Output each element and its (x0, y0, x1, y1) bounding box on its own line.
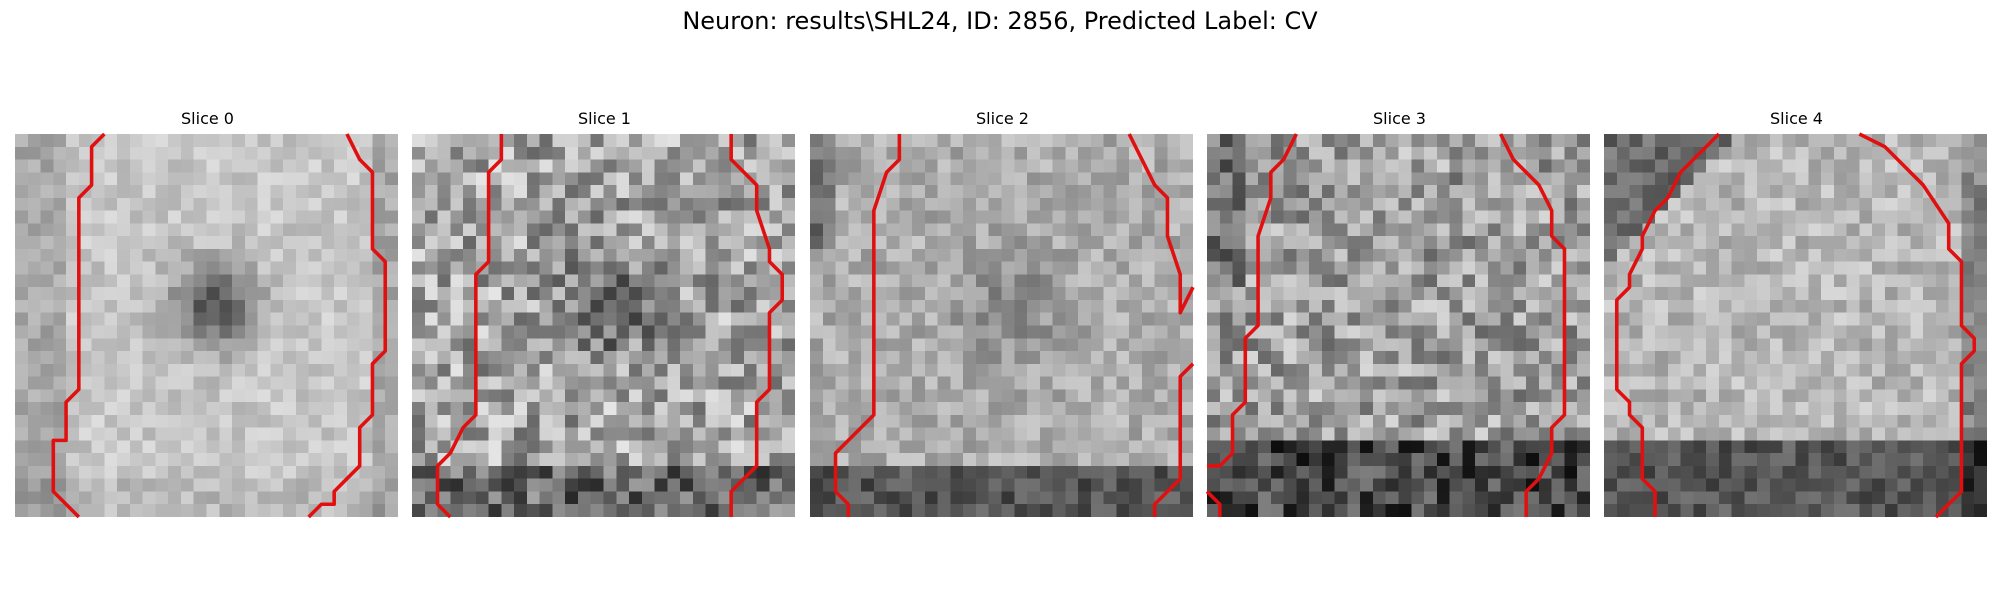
slice-panel-1: Slice 1 (412, 109, 797, 519)
slice-title: Slice 4 (1770, 109, 1823, 128)
contour-left (435, 134, 504, 519)
contour-left (51, 132, 106, 519)
contour-right (1858, 132, 1977, 519)
slice-panel-0: Slice 0 (15, 109, 400, 519)
contour-overlay (435, 134, 785, 519)
slice-panel-2: Slice 2 (810, 109, 1195, 517)
slice-title: Slice 0 (181, 109, 234, 128)
contour-left (1614, 132, 1721, 517)
slice-panel-3: Slice 3 (1205, 109, 1592, 517)
contour-right (307, 133, 388, 519)
contour-overlay (1205, 133, 1567, 517)
slice-title: Slice 3 (1373, 109, 1426, 128)
contour-overlay (1614, 132, 1977, 519)
slice-title: Slice 2 (976, 109, 1029, 128)
contour-overlay (51, 132, 388, 519)
contour-left (1207, 133, 1298, 468)
contour-right (729, 134, 785, 517)
contour-extra (1205, 490, 1222, 517)
contour-left (833, 134, 902, 517)
contour-extra (1152, 362, 1195, 517)
contour-overlay (833, 133, 1195, 517)
slice-panel-4: Slice 4 (1604, 109, 1989, 519)
contour-right (1127, 133, 1195, 315)
contour-right (1499, 133, 1567, 517)
figure-title: Neuron: results\SHL24, ID: 2856, Predict… (682, 7, 1318, 35)
slice-title: Slice 1 (578, 109, 631, 128)
